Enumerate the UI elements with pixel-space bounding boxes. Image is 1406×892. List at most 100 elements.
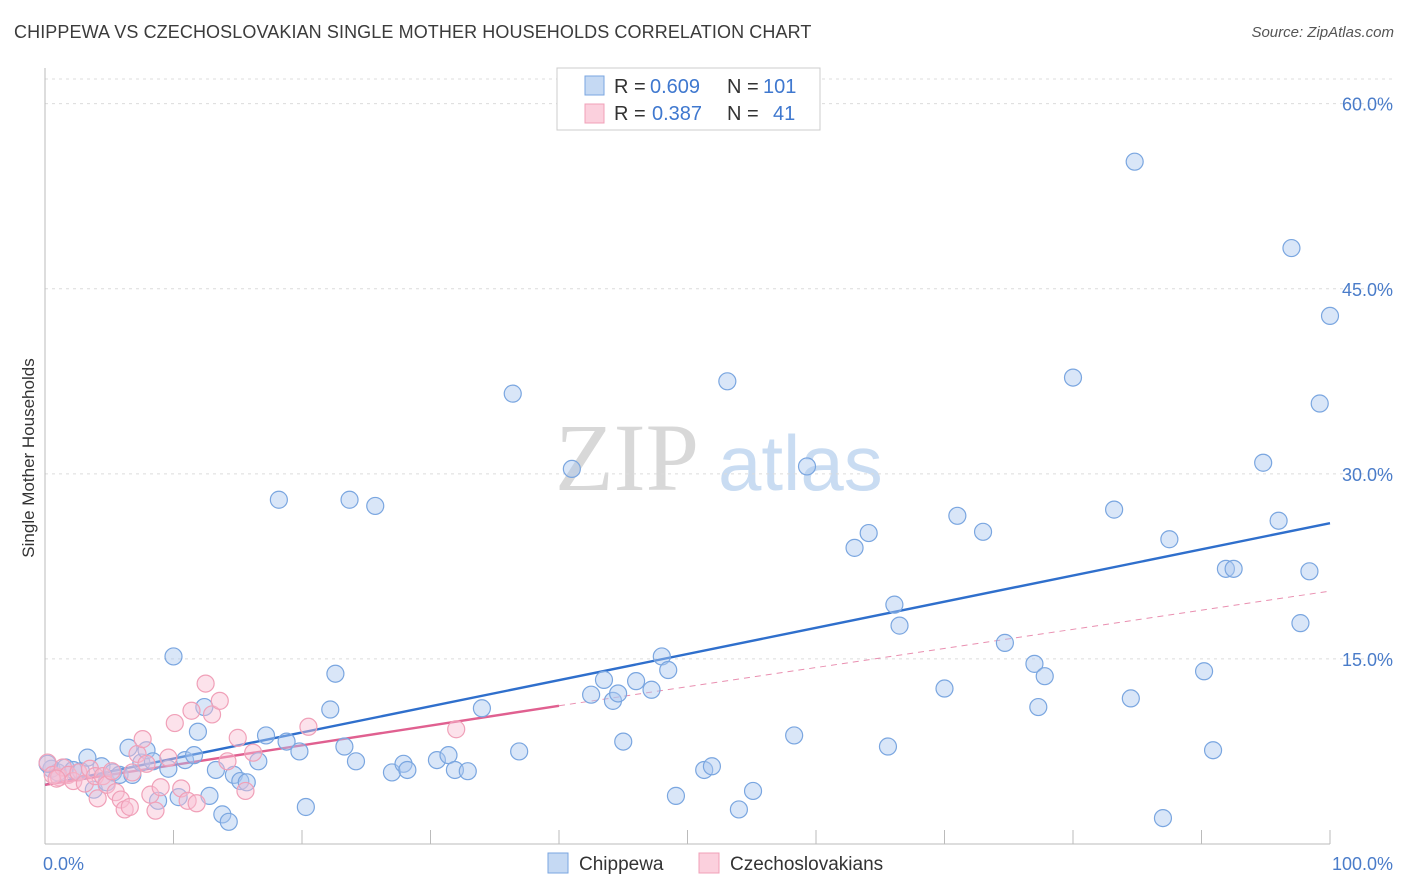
point-czechoslovakians-29 <box>182 701 201 720</box>
y-axis-label: Single Mother Households <box>19 358 38 557</box>
point-czechoslovakians-33 <box>210 691 229 710</box>
point-chippewa-69 <box>785 726 804 745</box>
point-czechoslovakians-31 <box>196 674 215 693</box>
legend-n-label-1: N = <box>727 76 759 98</box>
legend-n-value-2: 41 <box>773 103 795 125</box>
point-chippewa-46 <box>427 750 447 770</box>
trend-line-1 <box>44 704 560 786</box>
point-chippewa-76 <box>935 679 954 698</box>
point-chippewa-80 <box>1025 654 1044 673</box>
point-chippewa-89 <box>1194 662 1214 681</box>
legend-swatch-czechoslovakians <box>584 103 605 124</box>
y-tick-label-1: 30.0% <box>1342 465 1393 485</box>
point-chippewa-5 <box>78 748 97 767</box>
point-chippewa-59 <box>626 672 646 691</box>
legend-n-value-1: 101 <box>763 76 796 98</box>
point-chippewa-71 <box>845 538 864 557</box>
point-chippewa-72 <box>859 523 878 543</box>
point-chippewa-37 <box>321 700 340 719</box>
point-chippewa-81 <box>1029 697 1048 717</box>
point-czechoslovakians-37 <box>244 743 263 762</box>
watermark-atlas: atlas <box>718 419 883 507</box>
point-chippewa-91 <box>1216 559 1236 578</box>
point-chippewa-35 <box>290 742 309 761</box>
point-chippewa-83 <box>1063 368 1083 387</box>
point-chippewa-26 <box>213 805 232 824</box>
point-chippewa-75 <box>890 616 909 635</box>
point-chippewa-33 <box>269 490 288 509</box>
point-chippewa-29 <box>231 771 250 791</box>
point-czechoslovakians-25 <box>159 748 178 767</box>
point-czechoslovakians-11 <box>93 767 112 786</box>
point-czechoslovakians-22 <box>141 785 160 804</box>
y-tick-label-0: 15.0% <box>1342 650 1393 670</box>
point-chippewa-63 <box>666 786 686 805</box>
stats-legend: R = 0.609 N = 101 R = 0.387 N = 41 <box>556 67 821 131</box>
point-chippewa-54 <box>582 685 601 704</box>
point-chippewa-88 <box>1160 530 1179 549</box>
y-tick-label-2: 45.0% <box>1342 280 1393 300</box>
point-chippewa-36 <box>296 797 315 817</box>
point-czechoslovakians-17 <box>120 797 139 817</box>
point-czechoslovakians-26 <box>165 713 184 733</box>
trend-extension-1 <box>558 590 1331 707</box>
point-czechoslovakians-24 <box>151 778 170 797</box>
watermark-zip: ZIP <box>555 404 699 511</box>
point-chippewa-55 <box>594 670 614 689</box>
point-czechoslovakians-36 <box>236 781 255 801</box>
point-czechoslovakians-23 <box>146 801 165 820</box>
point-chippewa-32 <box>256 726 276 745</box>
point-czechoslovakians-13 <box>102 762 121 781</box>
point-chippewa-50 <box>472 699 491 718</box>
legend-n-label-2: N = <box>727 103 759 125</box>
chart-title: CHIPPEWA VS CZECHOSLOVAKIAN SINGLE MOTHE… <box>14 22 812 42</box>
point-chippewa-48 <box>445 760 465 780</box>
bottom-legend-swatch-czechoslovakians <box>698 852 720 874</box>
point-chippewa-7 <box>92 757 111 776</box>
point-chippewa-79 <box>995 633 1014 652</box>
point-chippewa-51 <box>503 384 522 403</box>
point-chippewa-62 <box>659 660 678 680</box>
point-czechoslovakians-30 <box>187 794 206 813</box>
point-czechoslovakians-34 <box>218 752 237 771</box>
grid-lines <box>45 78 1392 660</box>
point-chippewa-65 <box>702 757 722 776</box>
point-chippewa-73 <box>878 737 898 756</box>
point-chippewa-27 <box>219 812 238 831</box>
legend-r-label-1: R = <box>614 76 646 98</box>
point-chippewa-18 <box>164 647 183 666</box>
series-legend: Chippewa Czechoslovakians <box>547 852 883 875</box>
point-chippewa-90 <box>1203 741 1223 760</box>
point-chippewa-40 <box>340 490 359 509</box>
point-chippewa-97 <box>1300 562 1319 581</box>
point-chippewa-99 <box>1320 306 1340 326</box>
point-chippewa-84 <box>1105 500 1124 519</box>
point-chippewa-93 <box>1254 453 1273 472</box>
axes <box>44 68 1331 845</box>
point-chippewa-49 <box>458 762 477 781</box>
point-chippewa-94 <box>1269 511 1288 530</box>
point-chippewa-22 <box>188 722 208 741</box>
point-chippewa-53 <box>562 459 581 479</box>
point-chippewa-42 <box>366 496 385 516</box>
point-chippewa-57 <box>609 684 628 703</box>
y-tick-labels: 15.0% 30.0% 45.0% 60.0% <box>1342 95 1393 670</box>
point-czechoslovakians-32 <box>202 705 222 724</box>
point-chippewa-14 <box>137 741 156 760</box>
point-chippewa-67 <box>729 800 749 819</box>
point-czechoslovakians-21 <box>137 754 156 773</box>
legend-r-value-2: 0.387 <box>652 103 702 125</box>
point-chippewa-74 <box>885 595 904 614</box>
point-czechoslovakians-35 <box>228 728 247 747</box>
point-chippewa-45 <box>398 760 417 780</box>
point-czechoslovakians-39 <box>447 720 466 739</box>
legend-r-label-2: R = <box>614 103 646 125</box>
point-chippewa-60 <box>642 680 661 699</box>
point-chippewa-77 <box>948 506 967 525</box>
point-czechoslovakians-18 <box>123 763 142 782</box>
point-chippewa-11 <box>119 738 138 757</box>
chart-source: Source: ZipAtlas.com <box>1251 24 1394 41</box>
bottom-legend-swatch-chippewa <box>547 852 569 874</box>
data-points <box>38 152 1340 831</box>
legend-r-value-1: 0.609 <box>650 76 700 98</box>
